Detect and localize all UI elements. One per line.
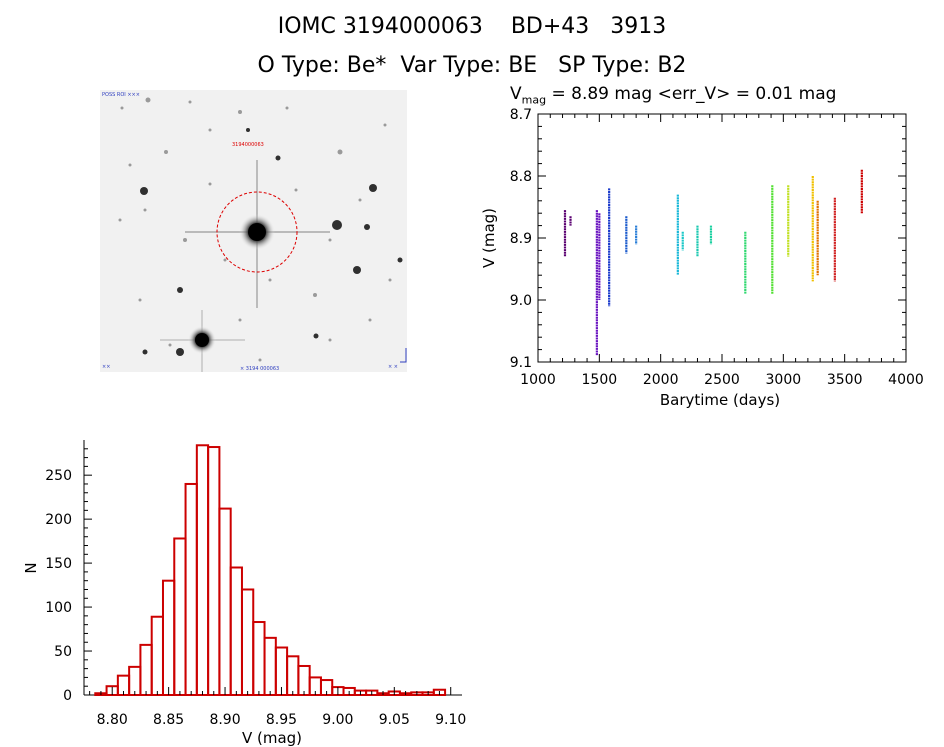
thumb-label-top-left: POSS ROI ××× <box>102 92 140 98</box>
histogram-bar <box>184 482 198 696</box>
lc-y-tick-label: 8.8 <box>510 169 532 185</box>
hist-x-tick-label: 8.90 <box>209 712 240 728</box>
thumb-label-bottom-right: × × <box>388 364 398 370</box>
type-subtitle: O Type: Be* Var Type: BE SP Type: B2 <box>257 53 687 78</box>
histogram-bar <box>263 636 277 697</box>
target-aperture-circle <box>216 191 298 273</box>
histogram-bar <box>173 537 187 697</box>
histogram-bar <box>139 643 153 697</box>
sky-image: POSS ROI ××× 3194000063 ×× × 3194 000063… <box>100 90 407 372</box>
star-id-title: IOMC 3194000063 BD+43 3913 <box>277 14 667 39</box>
lc-y-axis-label: V (mag) <box>480 208 498 268</box>
hist-y-tick-label: 100 <box>45 600 72 616</box>
lc-x-tick-label: 2000 <box>643 372 679 388</box>
histogram-bar <box>207 446 221 696</box>
lc-x-tick-label: 3500 <box>827 372 863 388</box>
histogram-bar <box>218 507 232 696</box>
lc-x-tick-label: 1500 <box>582 372 618 388</box>
histogram-bar <box>240 588 255 697</box>
hist-x-tick-label: 9.00 <box>322 712 353 728</box>
lc-y-tick-label: 9.0 <box>510 293 532 309</box>
histogram-bar <box>161 579 176 696</box>
histogram-bar <box>150 615 164 697</box>
lc-y-tick-label: 8.9 <box>510 231 532 247</box>
histogram-bar <box>252 621 266 696</box>
hist-y-tick-label: 50 <box>54 644 72 660</box>
sky-thumbnail: POSS ROI ××× 3194000063 ×× × 3194 000063… <box>100 90 407 372</box>
light-curve-chart: 1000 1500 2000 2500 3000 3500 4000 8.7 8.8 8.9 9.… <box>480 107 924 409</box>
hist-x-tick-label: 9.10 <box>435 712 466 728</box>
hist-y-axis-label: N <box>22 562 40 573</box>
thumb-label-bottom-center: × 3194 000063 <box>240 366 279 372</box>
lc-x-tick-label: 3000 <box>766 372 802 388</box>
hist-x-axis-label: V (mag) <box>242 729 302 747</box>
thumb-label-marker: 3194000063 <box>232 142 264 148</box>
vmag-summary: Vmag = 8.89 mag <err_V> = 0.01 mag <box>510 84 910 106</box>
lc-x-tick-label: 4000 <box>888 372 924 388</box>
vmag-symbol: V <box>510 84 522 104</box>
lc-y-tick-label: 8.7 <box>510 107 532 123</box>
hist-y-tick-label: 200 <box>45 512 72 528</box>
hist-x-tick-label: 8.95 <box>266 712 297 728</box>
hist-x-tick-label: 8.80 <box>97 712 128 728</box>
histogram-bar <box>286 655 300 697</box>
orientation-icon <box>400 348 407 363</box>
lc-x-tick-label: 1000 <box>520 372 556 388</box>
hist-y-tick-label: 0 <box>63 688 72 704</box>
vmag-values: = 8.89 mag <err_V> = 0.01 mag <box>546 84 837 104</box>
vmag-subscript: mag <box>521 93 547 107</box>
lc-y-tick-label: 9.1 <box>510 355 532 371</box>
hist-y-tick-label: 250 <box>45 468 72 484</box>
lc-x-tick-label: 2500 <box>704 372 740 388</box>
histogram-bar <box>229 566 243 696</box>
hist-y-tick-label: 150 <box>45 556 72 572</box>
lc-x-axis-label: Barytime (days) <box>660 391 780 409</box>
histogram-chart: 8.80 8.85 8.90 8.95 9.00 9.05 9.10 0 50 100 150 20… <box>22 440 466 747</box>
hist-x-tick-label: 9.05 <box>379 712 410 728</box>
histogram-bar <box>195 444 210 696</box>
histogram-bar <box>128 665 142 696</box>
hist-x-tick-label: 8.85 <box>153 712 184 728</box>
light-curve-frame <box>537 113 907 363</box>
thumb-label-bottom-left: ×× <box>102 364 110 370</box>
histogram-bar <box>297 664 311 697</box>
